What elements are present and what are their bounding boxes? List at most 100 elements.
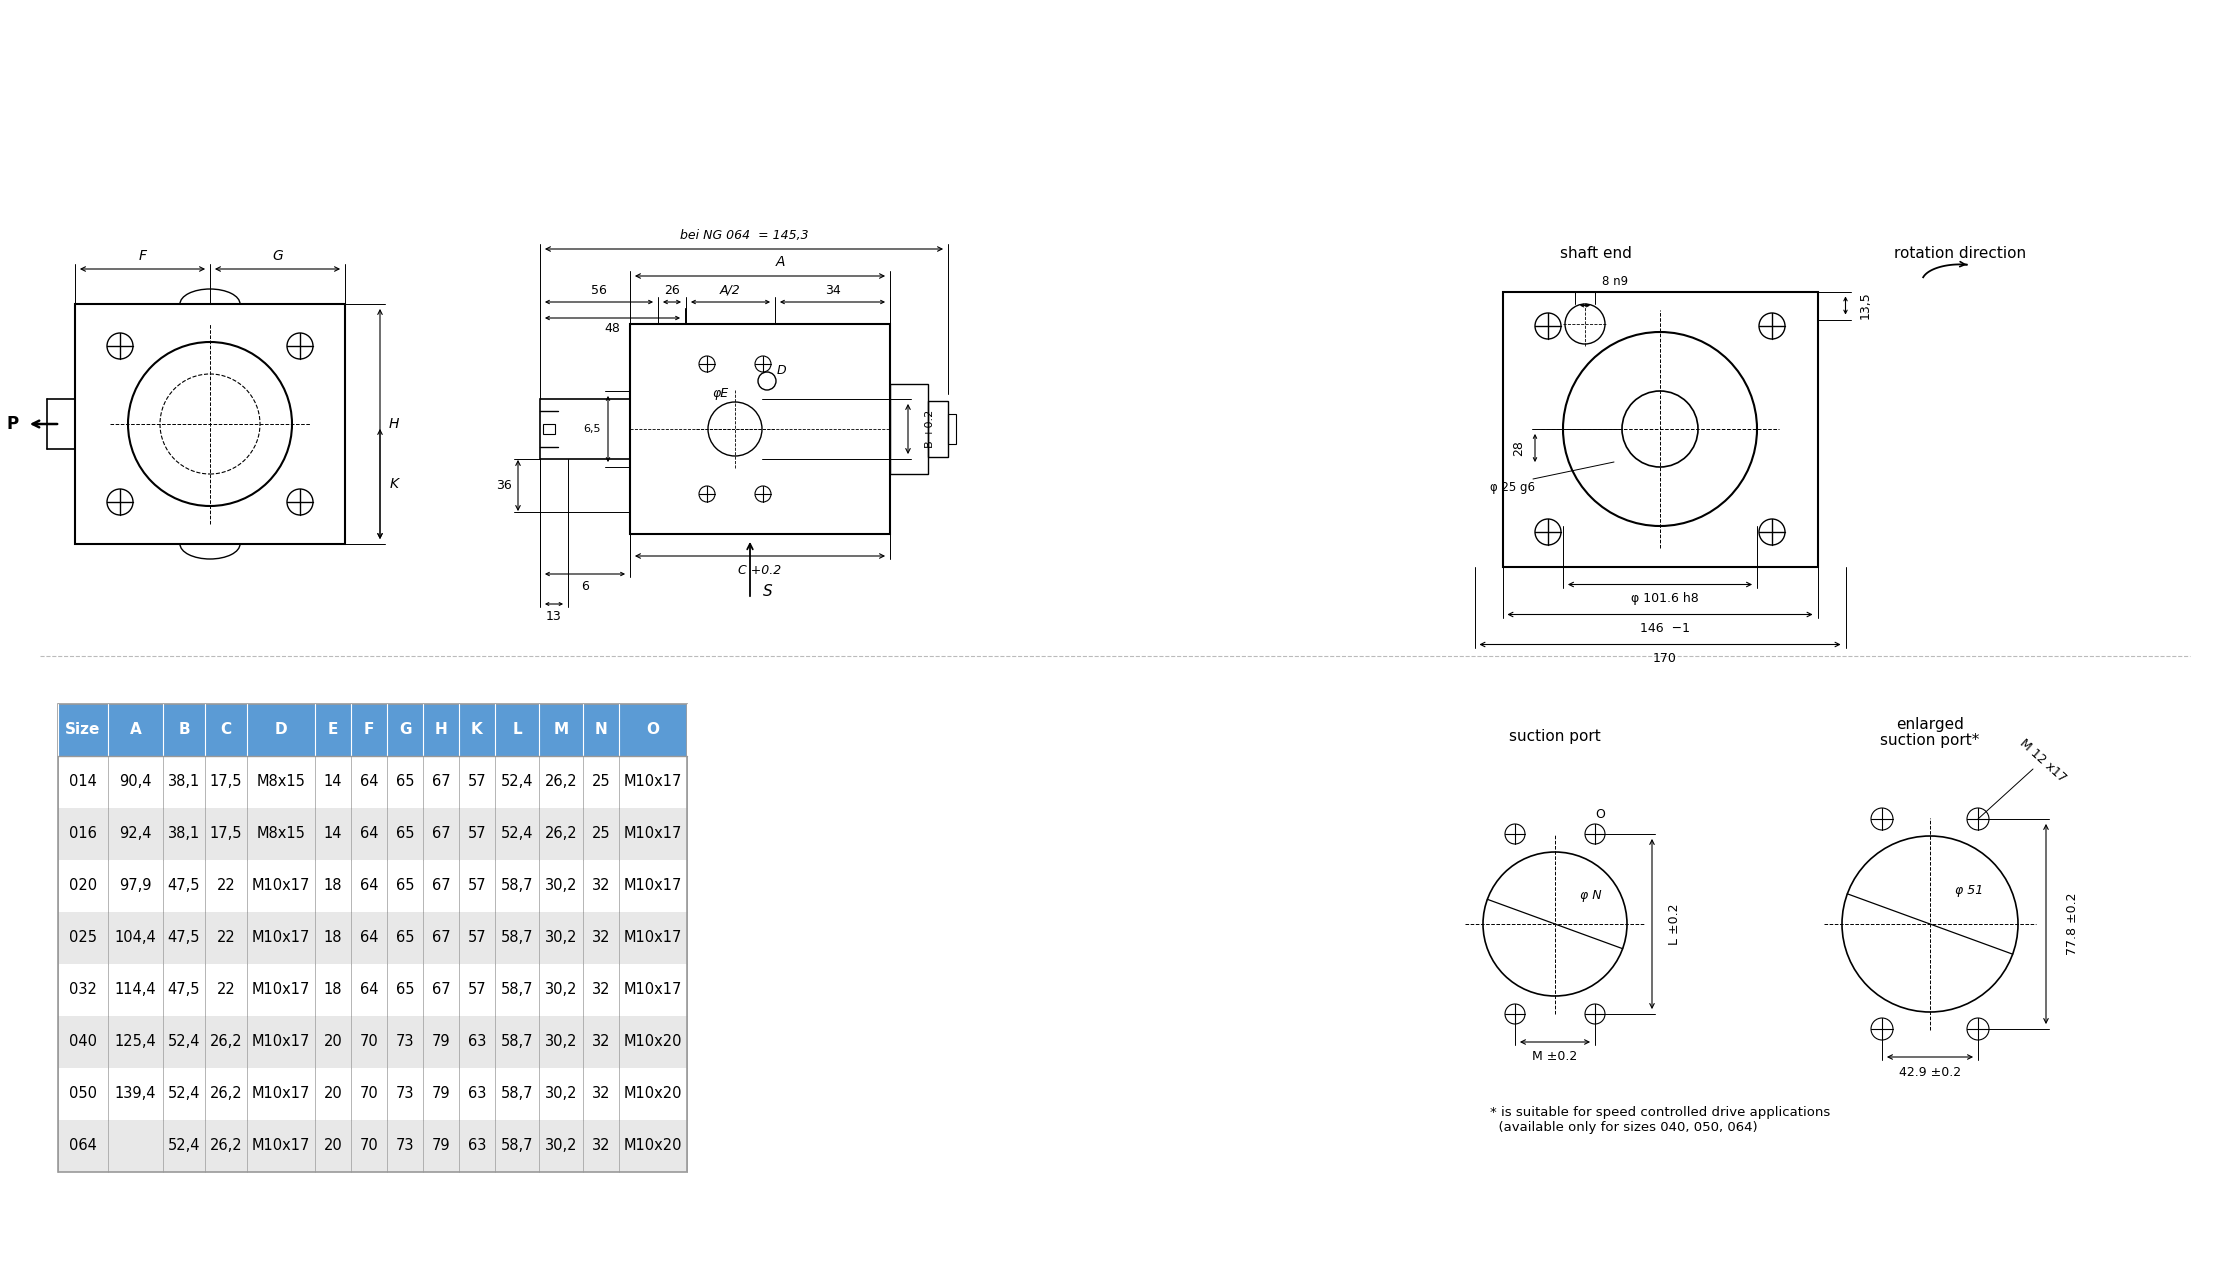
Text: K: K [471, 723, 484, 737]
Text: M10x20: M10x20 [624, 1086, 682, 1102]
Text: M10x20: M10x20 [624, 1139, 682, 1153]
Text: 26,2: 26,2 [210, 1086, 243, 1102]
Text: A: A [776, 256, 785, 270]
Text: * is suitable for speed controlled drive applications
  (available only for size: * is suitable for speed controlled drive… [1490, 1106, 1831, 1134]
Text: 38,1: 38,1 [167, 827, 201, 841]
Text: 67: 67 [433, 774, 450, 790]
Text: 6: 6 [582, 580, 589, 593]
Text: 26: 26 [665, 284, 680, 297]
Bar [58, 1068, 687, 1120]
Text: 30,2: 30,2 [544, 1139, 578, 1153]
Text: 13,5: 13,5 [1860, 291, 1871, 320]
Text: M10x17: M10x17 [252, 931, 310, 945]
Text: 17,5: 17,5 [210, 774, 243, 790]
Text: 73: 73 [395, 1086, 415, 1102]
Text: 47,5: 47,5 [167, 931, 201, 945]
Bar [58, 964, 687, 1016]
Text: 8 n9: 8 n9 [1601, 275, 1628, 288]
Text: A/2: A/2 [720, 284, 740, 297]
Text: 36: 36 [495, 479, 513, 492]
Text: bei NG 064  = 145,3: bei NG 064 = 145,3 [680, 229, 807, 241]
Text: 57: 57 [468, 774, 486, 790]
Text: 14: 14 [323, 827, 341, 841]
Bar [542, 424, 555, 434]
Text: 040: 040 [69, 1035, 96, 1049]
Text: H: H [388, 417, 399, 431]
Text: 70: 70 [359, 1086, 379, 1102]
Text: M10x17: M10x17 [624, 827, 682, 841]
Text: 114,4: 114,4 [114, 982, 156, 998]
Text: 104,4: 104,4 [114, 931, 156, 945]
Text: Size: Size [65, 723, 100, 737]
Text: 64: 64 [359, 931, 379, 945]
Text: 67: 67 [433, 931, 450, 945]
Text: 64: 64 [359, 827, 379, 841]
Text: φE: φE [711, 388, 727, 401]
Text: 57: 57 [468, 931, 486, 945]
Text: M10x17: M10x17 [252, 982, 310, 998]
Text: S: S [763, 583, 774, 598]
Text: 73: 73 [395, 1139, 415, 1153]
Text: 22: 22 [216, 878, 236, 894]
Text: 67: 67 [433, 827, 450, 841]
Text: 57: 57 [468, 827, 486, 841]
Text: 90,4: 90,4 [118, 774, 152, 790]
Text: 92,4: 92,4 [118, 827, 152, 841]
Text: enlarged: enlarged [1896, 716, 1965, 732]
Text: 52,4: 52,4 [167, 1139, 201, 1153]
Text: 32: 32 [591, 1086, 611, 1102]
Text: 63: 63 [468, 1035, 486, 1049]
Text: 65: 65 [395, 774, 415, 790]
Text: P: P [7, 415, 20, 433]
Text: 34: 34 [825, 284, 841, 297]
Text: F: F [363, 723, 375, 737]
Text: 20: 20 [323, 1086, 343, 1102]
Text: 48: 48 [604, 322, 620, 335]
Text: 28: 28 [1512, 440, 1525, 456]
Text: D: D [776, 365, 785, 377]
Text: 170: 170 [1652, 652, 1677, 665]
Text: φ 25 g6: φ 25 g6 [1490, 480, 1536, 493]
Text: 064: 064 [69, 1139, 96, 1153]
Text: 38,1: 38,1 [167, 774, 201, 790]
Text: 42.9 ±0.2: 42.9 ±0.2 [1900, 1066, 1960, 1079]
Text: B +0.2: B +0.2 [925, 410, 934, 448]
Text: 52,4: 52,4 [167, 1086, 201, 1102]
Text: 20: 20 [323, 1139, 343, 1153]
Text: E: E [328, 723, 339, 737]
Text: 64: 64 [359, 878, 379, 894]
Text: M10x17: M10x17 [624, 774, 682, 790]
Text: 32: 32 [591, 1139, 611, 1153]
Text: 18: 18 [323, 982, 341, 998]
Text: 79: 79 [433, 1035, 450, 1049]
Text: 17,5: 17,5 [210, 827, 243, 841]
Text: 016: 016 [69, 827, 96, 841]
Text: M10x17: M10x17 [624, 878, 682, 894]
Bar [928, 401, 948, 457]
Text: M: M [553, 723, 569, 737]
Bar [540, 399, 631, 458]
Text: 73: 73 [395, 1035, 415, 1049]
Text: M8x15: M8x15 [256, 774, 306, 790]
Text: M10x20: M10x20 [624, 1035, 682, 1049]
Text: C: C [221, 723, 232, 737]
Text: 18: 18 [323, 878, 341, 894]
Text: 79: 79 [433, 1086, 450, 1102]
Text: 58,7: 58,7 [502, 982, 533, 998]
Text: B: B [178, 723, 190, 737]
Text: 58,7: 58,7 [502, 1035, 533, 1049]
Text: 30,2: 30,2 [544, 878, 578, 894]
Text: 77.8 ±0.2: 77.8 ±0.2 [2065, 892, 2078, 955]
Text: φ N: φ N [1581, 889, 1601, 901]
Bar [58, 1120, 687, 1172]
Text: 67: 67 [433, 878, 450, 894]
Text: 52,4: 52,4 [502, 827, 533, 841]
Text: rotation direction: rotation direction [1893, 247, 2027, 261]
Text: 64: 64 [359, 982, 379, 998]
Bar [58, 1016, 687, 1068]
Text: 79: 79 [433, 1139, 450, 1153]
Text: M8x15: M8x15 [256, 827, 306, 841]
Text: H: H [435, 723, 448, 737]
Bar [58, 704, 687, 1172]
Text: M10x17: M10x17 [252, 878, 310, 894]
